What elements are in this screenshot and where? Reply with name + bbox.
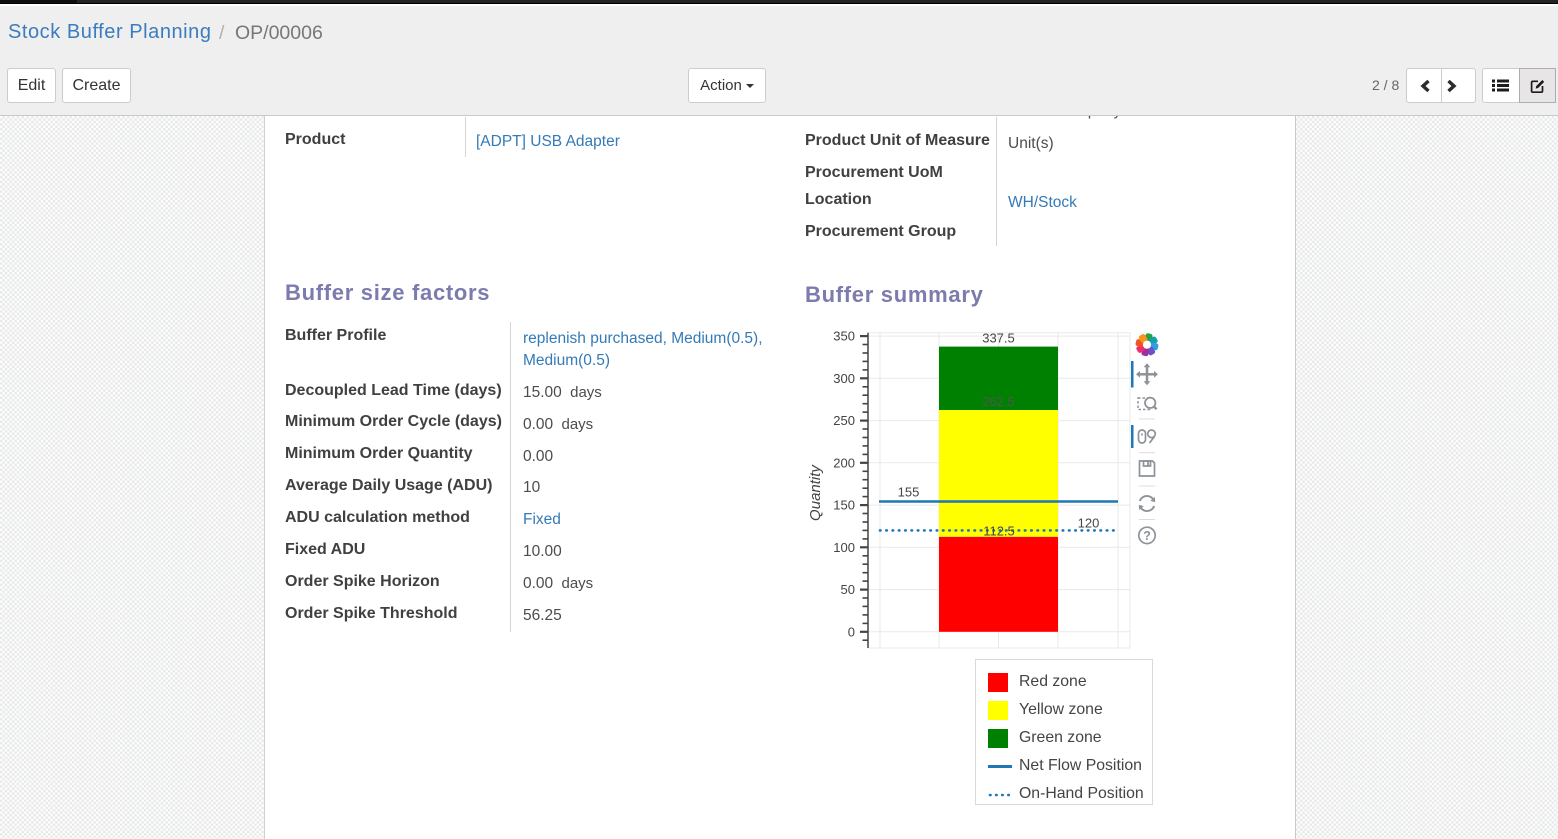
svg-text:337.5: 337.5	[982, 330, 1015, 345]
svg-text:120: 120	[1078, 516, 1100, 531]
svg-text:Quantity: Quantity	[807, 464, 824, 521]
svg-text:?: ?	[1143, 529, 1151, 543]
svg-text:50: 50	[841, 582, 855, 597]
svg-text:350: 350	[833, 329, 855, 344]
svg-text:200: 200	[833, 455, 855, 470]
svg-text:300: 300	[833, 371, 855, 386]
svg-text:155: 155	[898, 485, 920, 500]
svg-text:262.5: 262.5	[982, 394, 1015, 409]
svg-text:150: 150	[833, 498, 855, 513]
svg-text:0: 0	[848, 624, 855, 639]
svg-text:250: 250	[833, 413, 855, 428]
svg-text:100: 100	[833, 540, 855, 555]
svg-text:112.5: 112.5	[983, 523, 1015, 538]
